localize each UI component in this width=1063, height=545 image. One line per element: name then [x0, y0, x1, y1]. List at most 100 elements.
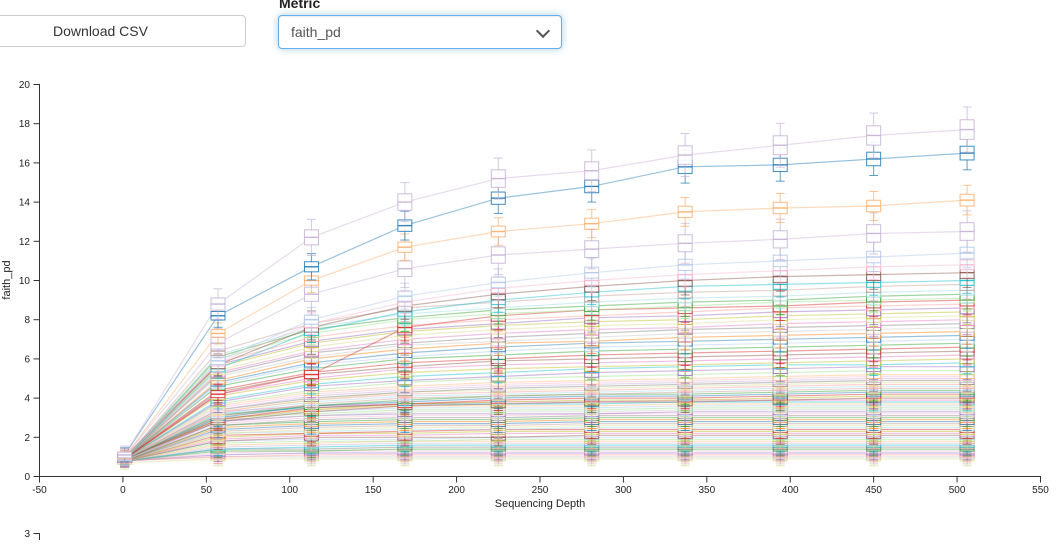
y-axis: 0 2 4 6 8 10 12 14 16 18 20 faith_pd: [1, 80, 40, 483]
series-line: [124, 326, 968, 460]
series-line: [124, 426, 968, 462]
series-line: [124, 440, 968, 462]
series-line: [124, 264, 968, 458]
series-line: [124, 346, 968, 460]
x-tick-label: 400: [782, 485, 799, 496]
series-line: [124, 397, 968, 460]
series-line: [124, 446, 968, 462]
x-tick-label: -50: [32, 485, 47, 496]
next-chart-fragment: 3: [24, 529, 40, 540]
series-line: [124, 350, 968, 460]
series-line: [124, 330, 968, 460]
y-tick-label: 4: [24, 394, 30, 405]
series-line: [124, 452, 968, 462]
series-line: [124, 377, 968, 460]
x-tick-label: 350: [698, 485, 715, 496]
series-line: [124, 409, 968, 462]
series-line: [124, 434, 968, 462]
series-line: [124, 152, 968, 456]
chart-series-lines: [124, 129, 968, 464]
series-line: [124, 375, 968, 460]
series-line: [124, 456, 968, 462]
next-chart-tick-label: 3: [24, 529, 30, 540]
series-line: [124, 272, 968, 458]
series-line: [124, 399, 968, 462]
series-line: [124, 450, 968, 462]
series-line: [124, 370, 968, 460]
y-tick-label: 2: [24, 433, 30, 444]
x-axis: -50 0 50 100 150 200 250 300 350 400 450 500 550 Sequ…: [32, 476, 1049, 510]
series-line: [124, 293, 968, 460]
series-line: [124, 323, 968, 460]
series-line: [124, 403, 968, 462]
metric-select[interactable]: faith_pd: [278, 15, 562, 49]
series-line: [124, 315, 968, 460]
series-line: [124, 401, 968, 462]
series-line: [124, 430, 968, 462]
y-tick-label: 6: [24, 354, 30, 365]
y-tick-label: 8: [24, 315, 30, 326]
series-line: [124, 383, 968, 460]
x-tick-label: 50: [201, 485, 213, 496]
series-line: [124, 374, 968, 460]
download-csv-button[interactable]: Download CSV: [0, 15, 246, 47]
series-line: [124, 387, 968, 460]
y-axis-label: faith_pd: [1, 260, 13, 299]
series-line: [124, 311, 968, 460]
x-tick-label: 550: [1032, 485, 1049, 496]
series-line: [124, 379, 968, 460]
series-line: [124, 283, 968, 460]
series-line: [124, 279, 968, 460]
series-line: [124, 289, 968, 460]
series-line: [124, 438, 968, 462]
series-line: [124, 411, 968, 462]
series-line: [124, 381, 968, 460]
series-line: [124, 413, 968, 462]
x-tick-label: 300: [615, 485, 632, 496]
series-line: [124, 393, 968, 460]
series-line: [124, 338, 968, 460]
series-line: [124, 436, 968, 462]
series-line: [124, 391, 968, 460]
series-line: [124, 299, 968, 460]
series-line: [124, 129, 968, 456]
x-tick-label: 150: [365, 485, 382, 496]
y-tick-label: 12: [19, 237, 31, 248]
x-tick-label: 250: [532, 485, 549, 496]
series-line: [124, 395, 968, 460]
y-tick-label: 20: [19, 80, 31, 91]
series-line: [124, 448, 968, 462]
series-line: [124, 319, 968, 460]
series-line: [124, 385, 968, 460]
series-line: [124, 428, 968, 462]
series-line: [124, 389, 968, 460]
series-line: [124, 307, 968, 460]
series-line: [124, 252, 968, 460]
series-line: [124, 407, 968, 462]
series-line: [124, 432, 968, 462]
series-line: [124, 366, 968, 460]
series-line: [124, 415, 968, 462]
x-tick-label: 500: [949, 485, 966, 496]
series-line: [124, 423, 968, 462]
chart-boxplots: [117, 106, 975, 470]
series-line: [124, 362, 968, 460]
y-tick-label: 18: [19, 119, 31, 130]
series-line: [124, 424, 968, 462]
series-line: [124, 419, 968, 462]
series-line: [124, 358, 968, 460]
series-line: [124, 405, 968, 462]
series-line: [124, 417, 968, 462]
series-line: [124, 444, 968, 462]
x-tick-label: 0: [120, 485, 126, 496]
x-axis-label: Sequencing Depth: [495, 498, 586, 510]
y-tick-label: 0: [24, 472, 30, 483]
series-line: [124, 334, 968, 460]
series-line: [124, 342, 968, 460]
x-tick-label: 100: [281, 485, 298, 496]
x-tick-label: 450: [865, 485, 882, 496]
y-tick-label: 16: [19, 158, 31, 169]
x-tick-label: 200: [448, 485, 465, 496]
